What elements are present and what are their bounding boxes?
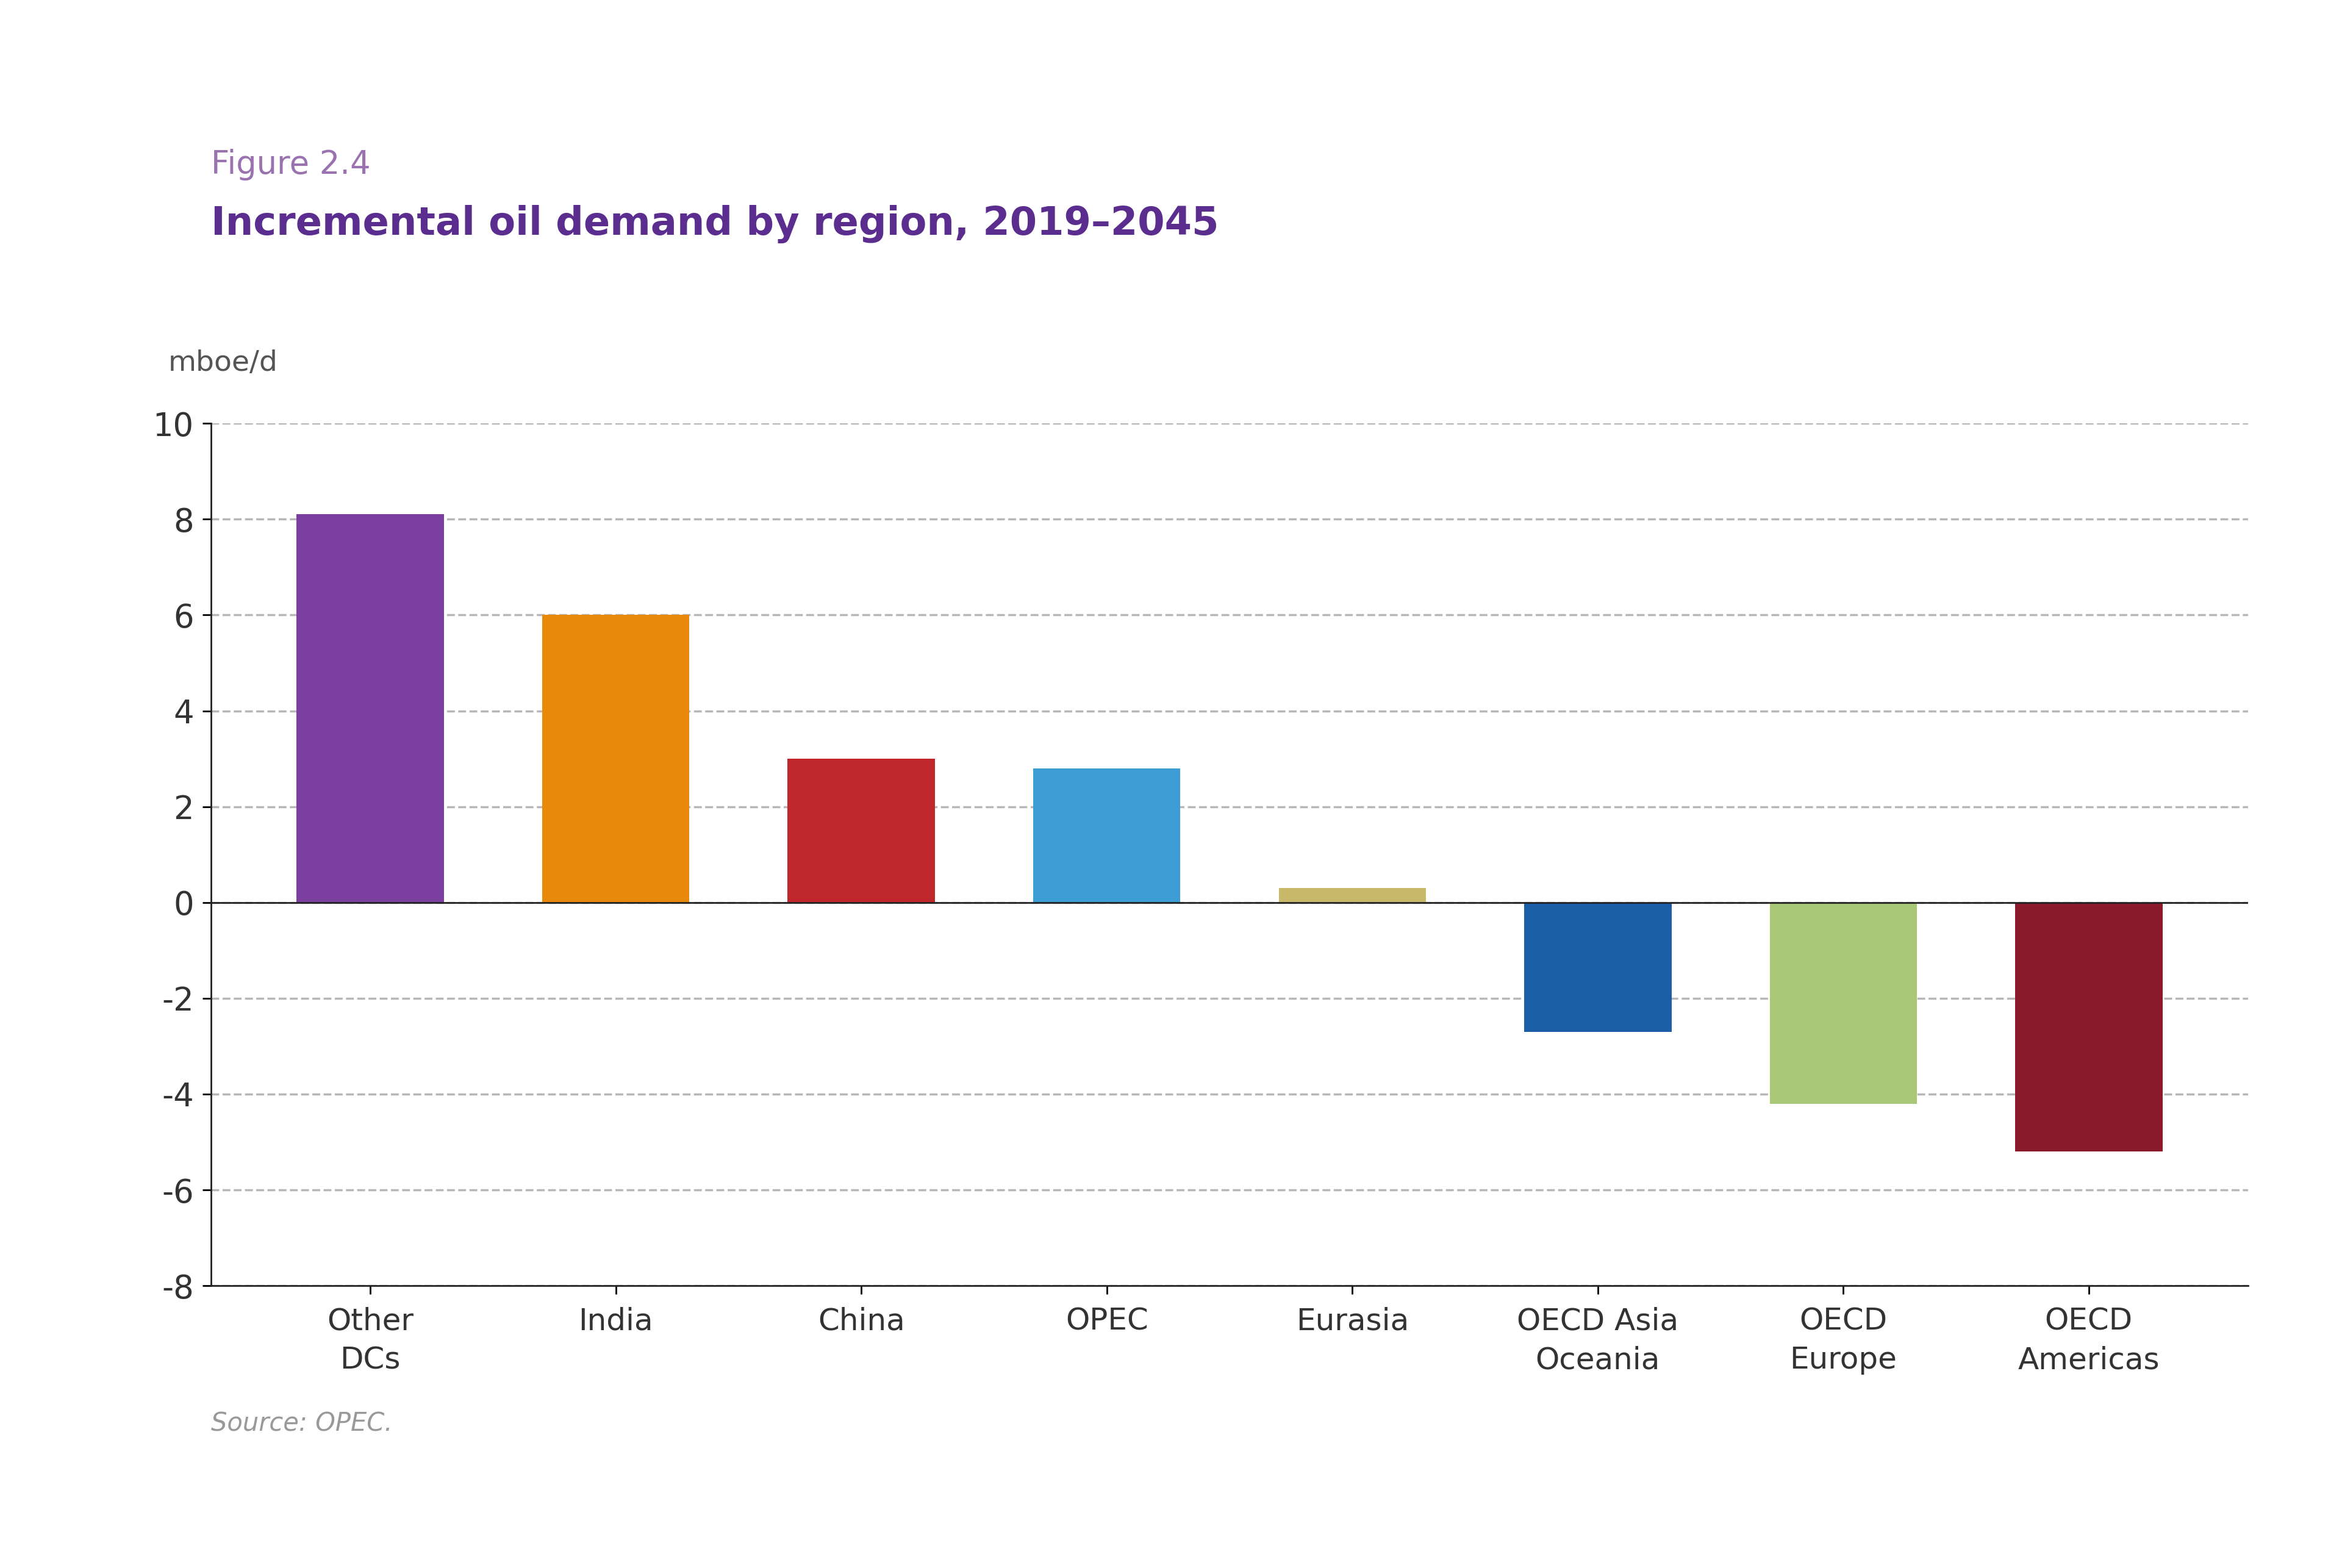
Bar — [1279, 887, 1426, 903]
Bar — [1525, 903, 1672, 1032]
Bar — [543, 615, 689, 903]
Bar — [2014, 903, 2162, 1151]
Bar — [787, 759, 934, 903]
Text: Figure 2.4: Figure 2.4 — [211, 149, 370, 180]
Text: Source: OPEC.: Source: OPEC. — [211, 1411, 393, 1436]
Bar — [297, 514, 445, 903]
Bar — [1771, 903, 1916, 1104]
Text: mboe/d: mboe/d — [169, 350, 279, 376]
Text: Incremental oil demand by region, 2019–2045: Incremental oil demand by region, 2019–2… — [211, 204, 1218, 243]
Bar — [1033, 768, 1180, 903]
